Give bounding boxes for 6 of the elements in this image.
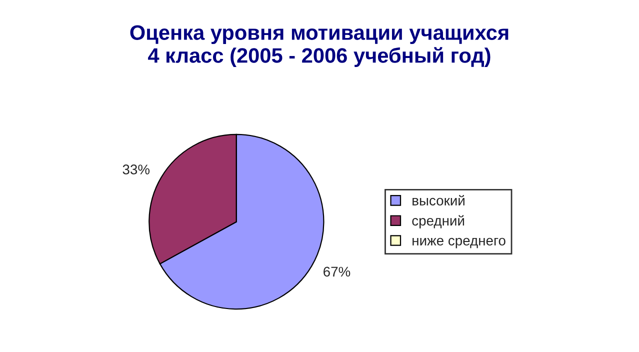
- legend-label: высокий: [412, 195, 464, 206]
- chart-title: Оценка уровня мотивации учащихся 4 класс (2005 - 2006 учебный год): [130, 25, 508, 67]
- data-label: 67%: [324, 266, 350, 277]
- legend-label: ниже среднего: [412, 238, 506, 248]
- legend-label: средний: [412, 215, 464, 228]
- data-label: 33%: [122, 164, 150, 174]
